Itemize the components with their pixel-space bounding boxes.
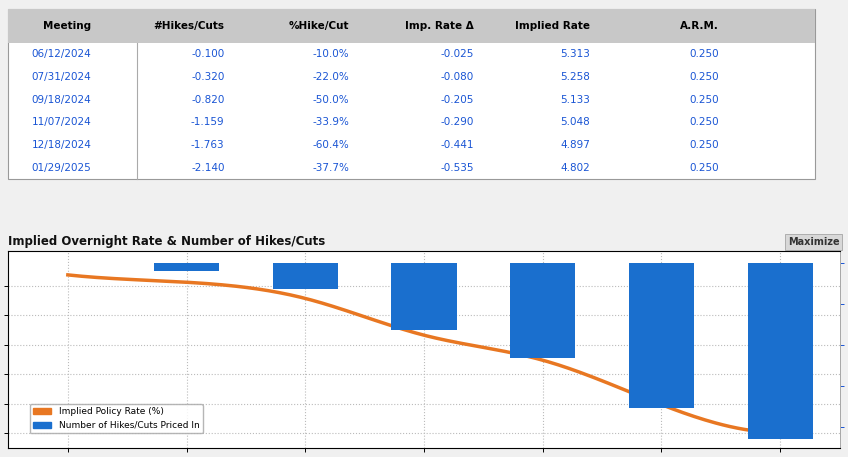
Bar <box>748 263 812 439</box>
Text: -1.159: -1.159 <box>191 117 225 128</box>
Bar <box>391 263 456 330</box>
Text: Implied Rate: Implied Rate <box>516 21 590 31</box>
Text: #Hikes/Cuts: #Hikes/Cuts <box>153 21 225 31</box>
Text: 06/12/2024: 06/12/2024 <box>32 49 92 59</box>
Text: -60.4%: -60.4% <box>312 140 349 150</box>
Text: -0.535: -0.535 <box>440 163 474 173</box>
Text: -0.080: -0.080 <box>441 72 474 82</box>
Text: -0.320: -0.320 <box>191 72 225 82</box>
Bar <box>153 263 219 271</box>
Text: 01/29/2025: 01/29/2025 <box>32 163 92 173</box>
Text: Maximize: Maximize <box>788 237 840 247</box>
Bar <box>628 263 694 408</box>
Text: -0.290: -0.290 <box>440 117 474 128</box>
Text: 11/07/2024: 11/07/2024 <box>32 117 92 128</box>
Text: -0.820: -0.820 <box>191 95 225 105</box>
Text: 0.250: 0.250 <box>689 72 719 82</box>
Text: Imp. Rate Δ: Imp. Rate Δ <box>405 21 474 31</box>
Text: -0.441: -0.441 <box>440 140 474 150</box>
Text: -0.025: -0.025 <box>440 49 474 59</box>
Text: -37.7%: -37.7% <box>312 163 349 173</box>
Text: 4.897: 4.897 <box>561 140 590 150</box>
Text: -33.9%: -33.9% <box>312 117 349 128</box>
Text: -2.140: -2.140 <box>191 163 225 173</box>
Bar <box>8 9 815 179</box>
Text: 5.258: 5.258 <box>561 72 590 82</box>
Text: 12/18/2024: 12/18/2024 <box>31 140 92 150</box>
Text: 0.250: 0.250 <box>689 163 719 173</box>
Text: -0.100: -0.100 <box>192 49 225 59</box>
Text: 07/31/2024: 07/31/2024 <box>32 72 92 82</box>
Bar <box>8 9 815 43</box>
Text: 0.250: 0.250 <box>689 117 719 128</box>
Text: -0.205: -0.205 <box>440 95 474 105</box>
Text: 0.250: 0.250 <box>689 95 719 105</box>
Text: 5.313: 5.313 <box>561 49 590 59</box>
Text: -1.763: -1.763 <box>191 140 225 150</box>
Legend: Implied Policy Rate (%), Number of Hikes/Cuts Priced In: Implied Policy Rate (%), Number of Hikes… <box>30 404 203 434</box>
Text: Implied Overnight Rate & Number of Hikes/Cuts: Implied Overnight Rate & Number of Hikes… <box>8 235 326 248</box>
Text: -22.0%: -22.0% <box>312 72 349 82</box>
Bar <box>272 263 338 289</box>
Text: A.R.M.: A.R.M. <box>680 21 719 31</box>
Text: 5.048: 5.048 <box>561 117 590 128</box>
Text: 09/18/2024: 09/18/2024 <box>32 95 92 105</box>
Bar <box>510 263 575 358</box>
Text: 4.802: 4.802 <box>561 163 590 173</box>
Text: Meeting: Meeting <box>43 21 92 31</box>
Text: -10.0%: -10.0% <box>313 49 349 59</box>
Text: 5.133: 5.133 <box>561 95 590 105</box>
Text: -50.0%: -50.0% <box>313 95 349 105</box>
Text: %Hike/Cut: %Hike/Cut <box>288 21 349 31</box>
Text: 0.250: 0.250 <box>689 49 719 59</box>
Text: 0.250: 0.250 <box>689 140 719 150</box>
